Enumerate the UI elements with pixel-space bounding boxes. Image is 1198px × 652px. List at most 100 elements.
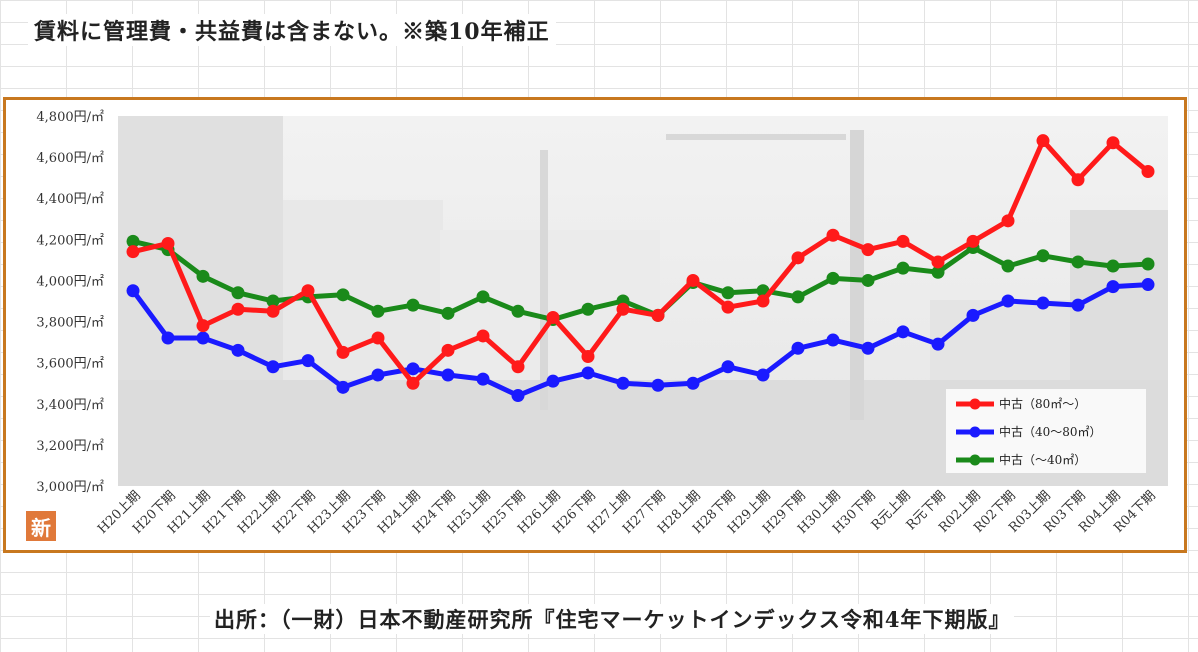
legend: 中古（80㎡～） 中古（40～80㎡） 中古（～40㎡） — [946, 389, 1146, 473]
data-point — [231, 286, 245, 300]
legend-marker — [969, 426, 981, 438]
data-point — [266, 360, 280, 374]
data-point — [231, 302, 245, 316]
data-point — [1106, 280, 1120, 294]
data-point — [126, 245, 140, 259]
series-line — [132, 138, 1150, 386]
data-point — [896, 234, 910, 248]
data-point — [476, 329, 490, 343]
data-point — [651, 378, 665, 392]
new-badge: 新 — [26, 511, 56, 541]
x-axis: H20上期H20下期H21上期H21下期H22上期H22下期H23上期H23下期… — [95, 488, 1159, 537]
data-point — [336, 380, 350, 394]
data-point — [826, 228, 840, 242]
data-point — [196, 319, 210, 333]
data-point — [1036, 134, 1050, 148]
source-note: 出所：（一財）日本不動産研究所『住宅マーケットインデックス令和4年下期版』 — [210, 604, 1015, 634]
data-point — [791, 290, 805, 304]
data-point — [581, 366, 595, 380]
data-point — [861, 243, 875, 257]
data-point — [826, 333, 840, 347]
data-point — [126, 234, 140, 248]
data-point — [721, 300, 735, 314]
data-point — [756, 294, 770, 308]
data-point — [1106, 259, 1120, 273]
data-point — [476, 290, 490, 304]
data-point — [266, 304, 280, 318]
data-point — [721, 360, 735, 374]
data-point — [126, 284, 140, 298]
data-point — [616, 376, 630, 390]
data-point — [616, 302, 630, 316]
data-point — [1001, 214, 1015, 228]
data-point — [896, 325, 910, 339]
series-layer — [126, 134, 1155, 403]
data-point — [1036, 296, 1050, 310]
data-point — [1036, 249, 1050, 263]
data-point — [931, 265, 945, 279]
data-point — [1141, 257, 1155, 271]
data-point — [546, 310, 560, 324]
y-tick-label: 4,200円/㎡ — [36, 233, 104, 248]
data-point — [196, 269, 210, 283]
data-point — [1071, 298, 1085, 312]
data-point — [721, 286, 735, 300]
data-point — [266, 294, 280, 308]
data-point — [336, 288, 350, 302]
data-point — [791, 251, 805, 265]
y-tick-label: 3,400円/㎡ — [36, 398, 104, 413]
data-point — [371, 368, 385, 382]
header-note: 賃料に管理費・共益費は含まない。※築10年補正 — [28, 14, 556, 46]
data-point — [651, 308, 665, 322]
data-point — [336, 345, 350, 359]
data-point — [931, 337, 945, 351]
data-point — [406, 376, 420, 390]
data-point — [896, 261, 910, 275]
legend-label: 中古（80㎡～） — [999, 396, 1086, 411]
data-point — [406, 362, 420, 376]
data-point — [441, 306, 455, 320]
data-point — [441, 368, 455, 382]
data-point — [826, 271, 840, 285]
y-tick-label: 3,800円/㎡ — [36, 316, 104, 331]
data-point — [511, 389, 525, 403]
data-point — [756, 368, 770, 382]
data-point — [1001, 259, 1015, 273]
legend-marker — [969, 398, 981, 410]
legend-marker — [969, 454, 981, 466]
data-point — [1071, 173, 1085, 187]
y-tick-label: 4,600円/㎡ — [36, 151, 104, 166]
y-tick-label: 4,000円/㎡ — [36, 274, 104, 289]
data-point — [371, 304, 385, 318]
legend-label: 中古（～40㎡） — [999, 452, 1086, 467]
data-point — [931, 255, 945, 269]
legend-label: 中古（40～80㎡） — [999, 424, 1102, 439]
data-point — [791, 341, 805, 355]
data-point — [966, 234, 980, 248]
data-point — [686, 376, 700, 390]
data-point — [476, 372, 490, 386]
data-point — [301, 354, 315, 368]
data-point — [161, 331, 175, 345]
data-point — [1141, 278, 1155, 292]
data-point — [546, 374, 560, 388]
data-point — [196, 331, 210, 345]
data-point — [301, 284, 315, 298]
data-point — [966, 308, 980, 322]
data-point — [511, 304, 525, 318]
data-point — [581, 302, 595, 316]
data-point — [861, 341, 875, 355]
y-axis: 3,000円/㎡ 3,200円/㎡ 3,400円/㎡ 3,600円/㎡ 3,800円/㎡… — [36, 110, 104, 495]
data-point — [1106, 136, 1120, 150]
data-point — [371, 331, 385, 345]
data-point — [161, 236, 175, 250]
y-tick-label: 3,600円/㎡ — [36, 357, 104, 372]
data-point — [406, 298, 420, 312]
y-tick-label: 4,800円/㎡ — [36, 110, 104, 125]
data-point — [511, 360, 525, 374]
data-point — [581, 350, 595, 363]
data-point — [861, 273, 875, 287]
data-point — [441, 343, 455, 357]
data-point — [686, 273, 700, 287]
